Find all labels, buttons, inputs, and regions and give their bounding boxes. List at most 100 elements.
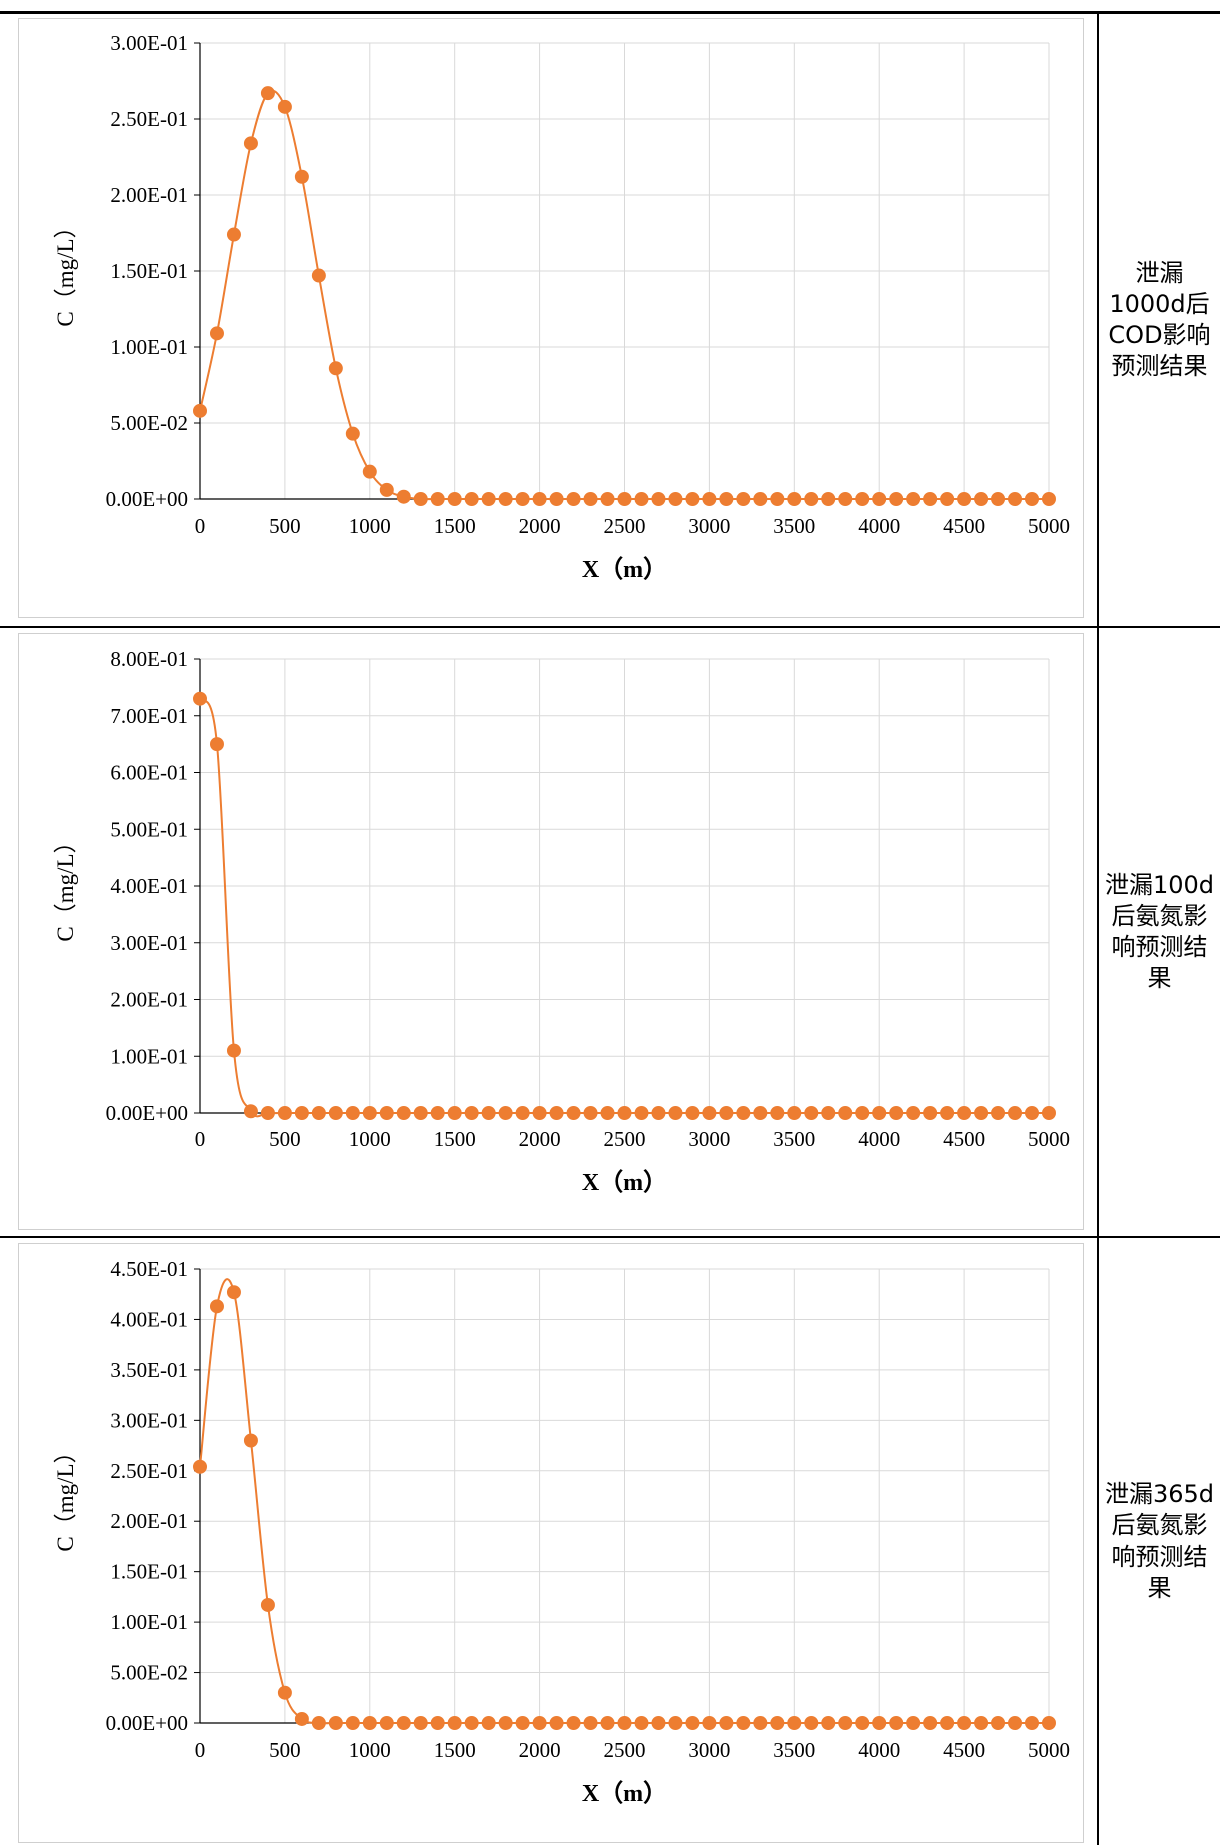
data-point [974,1716,989,1730]
y-tick-label: 7.00E-01 [110,704,188,728]
data-point [294,169,309,184]
data-point [243,1433,258,1448]
table-row-divider [0,626,1220,628]
y-tick-label: 1.50E-01 [110,1560,188,1584]
data-point [770,492,785,506]
table-top-border [0,11,1220,14]
data-point [532,1716,547,1730]
data-point [940,492,955,506]
x-tick-label: 3000 [688,1738,730,1762]
data-point [872,492,887,506]
data-point [413,492,428,506]
y-tick-label: 4.50E-01 [110,1257,188,1281]
data-point [957,1716,972,1730]
data-point [838,1716,853,1730]
data-point [753,492,768,506]
data-point [804,492,819,506]
x-tick-label: 1000 [349,1738,391,1762]
data-point [940,1106,955,1120]
data-point [260,1597,275,1612]
data-point [328,1716,343,1730]
data-point [923,1106,938,1120]
data-point [226,1043,241,1058]
data-point [668,1716,683,1730]
data-point [396,1716,411,1730]
data-point [549,1716,564,1730]
data-point [345,1106,360,1120]
data-point [396,489,411,504]
row-label-text: 泄漏 1000d后 COD影响 预测结果 [1108,258,1211,381]
y-axis-title: C（mg/L） [53,215,78,326]
y-tick-label: 8.00E-01 [110,647,188,671]
data-point [498,492,513,506]
data-point [906,1106,921,1120]
data-point [311,1716,326,1730]
x-tick-label: 500 [269,1127,301,1151]
data-point [583,1106,598,1120]
data-point [413,1716,428,1730]
x-tick-label: 500 [269,514,301,538]
data-point [430,1716,445,1730]
data-point [991,1106,1006,1120]
data-point [702,1106,717,1120]
data-point [617,1716,632,1730]
data-point [1008,492,1023,506]
x-axis-title: X（m） [582,556,667,583]
x-tick-label: 4000 [858,1127,900,1151]
x-tick-label: 2500 [604,514,646,538]
data-point [583,492,598,506]
x-tick-label: 2000 [519,514,561,538]
data-point [413,1106,428,1120]
x-tick-label: 4500 [943,1738,985,1762]
data-point [651,492,666,506]
data-point [838,1106,853,1120]
x-tick-label: 3500 [773,1738,815,1762]
data-point [770,1716,785,1730]
data-point [804,1716,819,1730]
data-point [243,1104,258,1119]
y-tick-label: 0.00E+00 [106,1711,188,1735]
data-point [889,492,904,506]
row-label-ammonia-365d: 泄漏365d 后氨氮影 响预测结 果 [1099,1238,1220,1845]
data-point [294,1711,309,1726]
data-point [702,1716,717,1730]
data-point [719,492,734,506]
x-tick-label: 1500 [434,1738,476,1762]
table-row-divider [0,1236,1220,1238]
data-point [345,426,360,441]
data-point [991,492,1006,506]
data-point [532,492,547,506]
data-point [328,361,343,376]
y-tick-label: 1.50E-01 [110,259,188,283]
data-point [379,482,394,497]
data-point [226,227,241,242]
data-point [634,492,649,506]
data-point [566,1716,581,1730]
y-tick-label: 1.00E-01 [110,335,188,359]
data-point [464,492,479,506]
data-point [957,492,972,506]
data-point [277,99,292,114]
y-tick-label: 2.00E-01 [110,183,188,207]
data-point [515,1716,530,1730]
x-tick-label: 2500 [604,1738,646,1762]
data-point [855,492,870,506]
chart-ammonia-365d: 0 500 1000 1500 2000 2500 3000 3500 4000 4500 5000… [53,1257,1070,1807]
y-tick-label: 2.00E-01 [110,1509,188,1533]
data-point [634,1716,649,1730]
chart-frame [18,633,1084,1230]
data-point [1025,492,1040,506]
data-point [294,1106,309,1120]
data-point [464,1106,479,1120]
y-tick-label: 2.00E-01 [110,988,188,1012]
x-tick-label: 2500 [604,1127,646,1151]
data-point [345,1716,360,1730]
data-point [311,268,326,283]
data-point [209,1299,224,1314]
data-point [430,1106,445,1120]
data-point [974,1106,989,1120]
data-point [447,1106,462,1120]
data-point [277,1685,292,1700]
y-tick-label: 4.00E-01 [110,874,188,898]
data-point [209,326,224,341]
